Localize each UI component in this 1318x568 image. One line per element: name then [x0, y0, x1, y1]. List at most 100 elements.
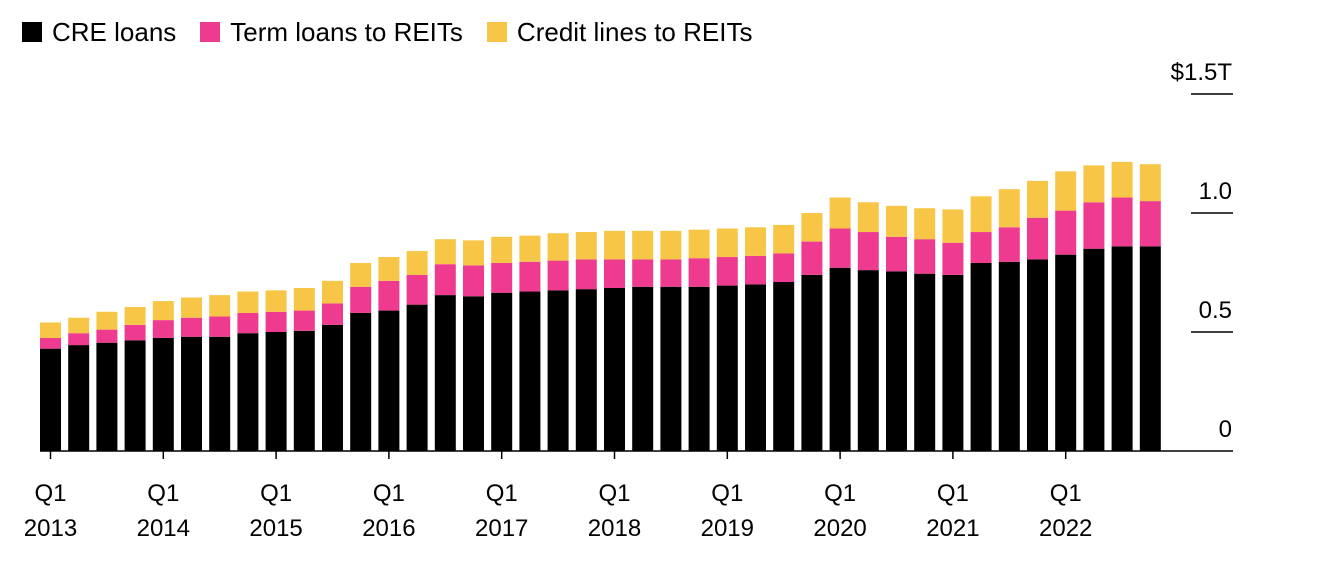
bar-term-34	[998, 227, 1020, 262]
bar-credit-2	[96, 311, 118, 330]
bar-credit-34	[998, 189, 1020, 228]
bar-term-5	[181, 317, 202, 337]
bar-credit-18	[547, 233, 569, 261]
bar-term-20	[604, 259, 625, 288]
bar-term-7	[237, 312, 259, 334]
bar-credit-23	[688, 229, 710, 259]
x-tick-label-q-2022: Q1	[1050, 480, 1082, 507]
bar-cre-37	[1083, 248, 1105, 451]
bar-term-23	[688, 258, 710, 287]
x-tick-label-q-2016: Q1	[373, 480, 405, 507]
bar-credit-33	[970, 196, 992, 233]
bar-cre-5	[181, 336, 202, 451]
bar-credit-17	[519, 235, 541, 262]
legend-item-term: Term loans to REITs	[200, 14, 463, 50]
bar-credit-22	[660, 230, 682, 260]
bar-credit-32	[942, 209, 964, 243]
bar-cre-22	[660, 286, 682, 451]
bar-cre-32	[942, 274, 964, 451]
bar-credit-29	[857, 202, 879, 233]
bar-term-4	[152, 320, 174, 338]
legend-label-term: Term loans to REITs	[230, 17, 463, 47]
bar-term-15	[463, 265, 484, 297]
bar-cre-14	[434, 295, 456, 451]
bar-credit-3	[124, 307, 146, 325]
bar-cre-13	[406, 304, 428, 451]
bar-term-12	[378, 280, 400, 311]
x-tick-label-year-2016: 2016	[362, 515, 415, 542]
bar-credit-36	[1055, 171, 1077, 211]
bar-cre-17	[519, 291, 541, 451]
y-tick-label-1: 0.5	[1199, 297, 1232, 324]
bar-cre-0	[40, 348, 61, 451]
x-tick-label-q-2015: Q1	[260, 480, 292, 507]
bar-cre-30	[886, 271, 907, 451]
x-tick-label-year-2015: 2015	[249, 515, 302, 542]
bar-credit-24	[716, 228, 738, 258]
bar-cre-31	[914, 273, 936, 451]
x-tick-label-q-2018: Q1	[598, 480, 630, 507]
bar-cre-15	[463, 296, 484, 451]
bar-term-30	[886, 236, 907, 272]
bar-credit-12	[378, 257, 400, 281]
bar-cre-7	[237, 333, 259, 451]
legend-label-cre: CRE loans	[52, 17, 177, 47]
bar-term-18	[547, 260, 569, 291]
bar-term-26	[773, 253, 795, 283]
bar-term-38	[1111, 197, 1133, 247]
bar-cre-36	[1055, 254, 1077, 451]
bar-cre-19	[575, 289, 597, 451]
bar-credit-16	[491, 236, 513, 263]
bar-cre-23	[688, 286, 710, 451]
bar-cre-39	[1139, 246, 1161, 451]
bar-term-21	[632, 259, 654, 287]
bar-credit-27	[801, 213, 823, 242]
bar-term-22	[660, 259, 682, 287]
bar-term-25	[745, 255, 766, 285]
chart-legend: CRE loans Term loans to REITs Credit lin…	[22, 14, 776, 50]
bar-credit-9	[293, 287, 315, 311]
bar-term-6	[209, 316, 231, 337]
x-tick-label-year-2018: 2018	[588, 515, 641, 542]
bar-credit-4	[152, 301, 174, 321]
bar-cre-24	[716, 285, 738, 451]
bar-cre-33	[970, 262, 992, 451]
bar-term-16	[491, 262, 513, 293]
x-tick-label-year-2013: 2013	[24, 515, 77, 542]
bar-term-24	[716, 257, 738, 286]
bar-credit-37	[1083, 165, 1105, 203]
bar-term-27	[801, 241, 823, 275]
bar-term-13	[406, 274, 428, 305]
bar-credit-10	[322, 280, 343, 304]
bar-cre-38	[1111, 246, 1133, 451]
bar-credit-13	[406, 251, 428, 275]
x-tick-label-q-2020: Q1	[824, 480, 856, 507]
y-tick-label-0: 0	[1219, 416, 1232, 443]
bar-cre-4	[152, 337, 174, 451]
y-tick-label-2: 1.0	[1199, 178, 1232, 205]
bar-term-1	[68, 333, 90, 346]
bar-credit-35	[1027, 180, 1048, 218]
bar-credit-28	[829, 197, 851, 229]
bar-cre-11	[350, 312, 372, 451]
bar-term-32	[942, 242, 964, 275]
bar-credit-11	[350, 262, 372, 287]
x-tick-label-q-2013: Q1	[34, 480, 66, 507]
bar-cre-28	[829, 267, 851, 451]
bar-credit-21	[632, 230, 654, 260]
bar-credit-19	[575, 232, 597, 260]
bar-cre-10	[322, 324, 343, 451]
bar-cre-21	[632, 286, 654, 451]
bar-credit-30	[886, 205, 907, 237]
bar-term-36	[1055, 210, 1077, 255]
bar-term-11	[350, 286, 372, 313]
bar-cre-16	[491, 292, 513, 451]
bar-cre-25	[745, 284, 766, 451]
bar-credit-31	[914, 208, 936, 240]
bar-credit-26	[773, 224, 795, 254]
bar-term-3	[124, 324, 146, 341]
bar-credit-15	[463, 240, 484, 266]
bar-term-39	[1139, 201, 1161, 247]
bar-term-33	[970, 232, 992, 263]
bar-term-8	[265, 311, 287, 332]
